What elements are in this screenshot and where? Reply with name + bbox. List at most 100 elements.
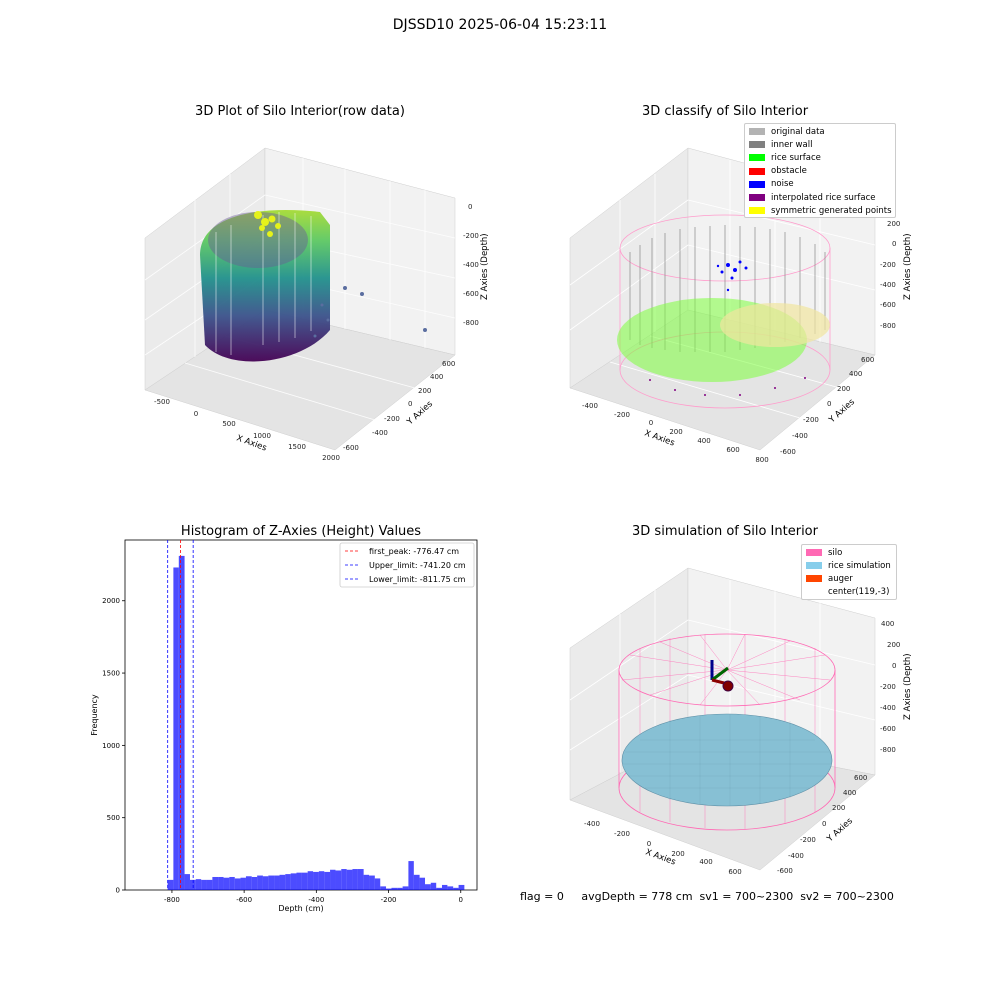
histogram-reference-lines xyxy=(167,540,194,890)
simulation-legend: silo rice simulation auger center(119,-3… xyxy=(801,544,897,600)
raw-interior xyxy=(208,212,308,268)
simulation-xtick: -400 xyxy=(584,820,600,828)
simulation-plot-title: 3D simulation of Silo Interior xyxy=(632,524,818,539)
simulation-xtick: 600 xyxy=(728,868,741,876)
simulation-zlabel: Z Axies (Depth) xyxy=(903,653,913,720)
histogram-bar xyxy=(240,877,246,890)
raw-xtick: 2000 xyxy=(322,454,340,462)
simulation-3d-plot: silo rice simulation auger center(119,-3… xyxy=(569,544,913,876)
raw-plot-title: 3D Plot of Silo Interior(row data) xyxy=(195,104,405,119)
raw-ytick: -400 xyxy=(372,429,388,437)
histogram-bar xyxy=(195,879,202,890)
raw-ztick: -800 xyxy=(463,319,479,327)
raw-xtick: 0 xyxy=(194,410,198,418)
classify-ztick: 0 xyxy=(892,240,896,248)
classify-ytick: -600 xyxy=(780,448,796,456)
histogram-ytick-label: 1500 xyxy=(102,670,120,678)
histogram-ytick-label: 1000 xyxy=(102,742,120,750)
histogram-x-ticks: -800 -600 -400 -200 0 xyxy=(164,890,463,904)
histogram-bar xyxy=(357,869,364,890)
histogram-bar xyxy=(441,884,448,890)
legend-item: center(119,-3) xyxy=(802,586,896,599)
raw-ytick: 200 xyxy=(418,387,431,395)
legend-item: original data xyxy=(745,125,895,138)
raw-ytick: 400 xyxy=(430,373,443,381)
raw-xtick: 1000 xyxy=(253,432,271,440)
raw-yellow-points xyxy=(254,211,281,237)
histogram-bar xyxy=(245,876,252,890)
legend-item: symmetric generated points xyxy=(745,204,895,217)
simulation-ytick: 0 xyxy=(822,820,826,828)
simulation-ytick: 200 xyxy=(832,804,845,812)
classify-ytick: 400 xyxy=(849,370,862,378)
histogram-bar xyxy=(274,875,280,890)
legend-swatch xyxy=(749,167,765,175)
simulation-ztick: -800 xyxy=(880,746,896,754)
histogram-y-ticks: 0 500 1000 1500 2000 xyxy=(102,597,125,895)
raw-xtick: 500 xyxy=(222,420,235,428)
figure-title: DJSSD10 2025-06-04 15:23:11 xyxy=(392,17,608,33)
classify-xtick: -400 xyxy=(582,402,598,410)
simulation-ztick: 0 xyxy=(892,662,896,670)
histogram-bar xyxy=(296,872,302,890)
histogram-bar xyxy=(285,874,291,890)
histogram-title: Histogram of Z-Axies (Height) Values xyxy=(180,524,422,539)
legend-item: inner wall xyxy=(745,138,895,151)
classify-ztick: -800 xyxy=(880,322,896,330)
simulation-ztick: -600 xyxy=(880,725,896,733)
raw-outlier-points xyxy=(313,286,427,338)
legend-swatch xyxy=(749,194,765,202)
classify-ytick: -200 xyxy=(803,416,819,424)
classify-noise-points xyxy=(716,260,748,292)
histogram-bar xyxy=(251,876,258,890)
raw-ztick: -600 xyxy=(463,290,479,298)
histogram-bars xyxy=(167,555,465,890)
histogram-bar xyxy=(189,879,196,890)
histogram-bar xyxy=(425,884,431,890)
simulation-xtick: 200 xyxy=(671,850,684,858)
histogram-bar xyxy=(206,879,213,890)
histogram-ytick-label: 2000 xyxy=(102,597,120,605)
histogram-legend-items: first_peak: -776.47 cm Upper_limit: -741… xyxy=(345,547,466,584)
histogram-bar xyxy=(218,876,224,890)
histogram-bar xyxy=(257,875,263,890)
histogram-bar xyxy=(268,875,275,890)
histogram-bar xyxy=(386,888,392,890)
histogram-bar xyxy=(408,861,414,890)
histogram-ytick-label: 500 xyxy=(107,814,120,822)
histogram-bar xyxy=(301,872,308,890)
legend-item: silo xyxy=(802,546,896,559)
status-footer: flag = 0 avgDepth = 778 cm sv1 = 700~230… xyxy=(520,890,894,903)
histogram-bar xyxy=(330,869,336,890)
histogram-bar xyxy=(453,887,459,890)
histogram-bar xyxy=(363,874,370,890)
simulation-ytick: 400 xyxy=(843,789,856,797)
histogram-bar xyxy=(318,871,325,890)
histogram-bar xyxy=(313,871,319,890)
histogram-xtick-label: -800 xyxy=(164,896,180,904)
classify-ytick: 0 xyxy=(827,400,831,408)
histogram-bar xyxy=(458,884,465,890)
simulation-ytick: 600 xyxy=(854,774,867,782)
histogram-bar xyxy=(397,887,403,890)
histogram-bar xyxy=(201,879,207,890)
histogram-xlabel: Depth (cm) xyxy=(278,904,323,913)
raw-xtick: 1500 xyxy=(288,443,306,451)
histogram-xtick-label: 0 xyxy=(459,896,463,904)
legend-upper-limit: Upper_limit: -741.20 cm xyxy=(369,561,466,570)
legend-swatch xyxy=(749,180,765,188)
classify-ztick: -400 xyxy=(880,281,896,289)
histogram-bar xyxy=(173,567,179,890)
simulation-ztick: 400 xyxy=(881,620,894,628)
classify-ztick: -200 xyxy=(880,261,896,269)
classify-xtick: 600 xyxy=(726,446,739,454)
histogram-bar xyxy=(352,869,358,890)
simulation-ztick: -400 xyxy=(880,704,896,712)
simulation-ztick: 200 xyxy=(887,641,900,649)
classify-zlabel: Z Axies (Depth) xyxy=(903,233,913,300)
legend-swatch xyxy=(749,128,765,136)
histogram-bar xyxy=(212,876,219,890)
histogram-bar xyxy=(223,877,230,890)
histogram-bar xyxy=(324,871,331,890)
simulation-xtick: -200 xyxy=(614,830,630,838)
